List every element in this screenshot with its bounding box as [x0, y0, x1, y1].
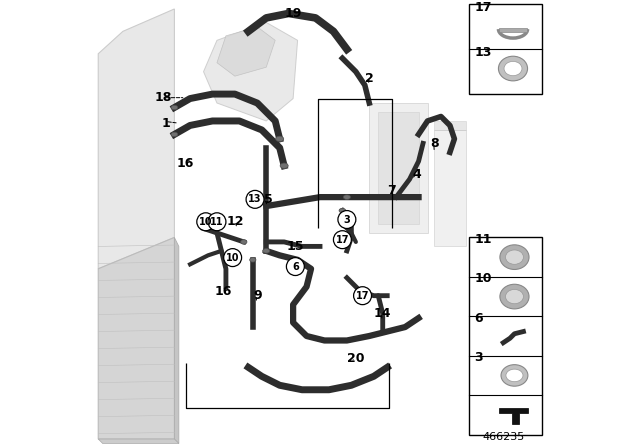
Text: 10: 10 — [199, 217, 212, 227]
Polygon shape — [98, 439, 179, 444]
Ellipse shape — [343, 195, 351, 199]
Ellipse shape — [250, 258, 256, 262]
Ellipse shape — [506, 250, 524, 264]
Text: 18: 18 — [154, 91, 172, 104]
Text: 3: 3 — [474, 351, 483, 364]
Text: 16: 16 — [215, 284, 232, 298]
Ellipse shape — [276, 136, 284, 142]
Polygon shape — [378, 112, 419, 224]
Polygon shape — [435, 130, 465, 246]
Ellipse shape — [339, 208, 346, 213]
Text: 14: 14 — [374, 307, 392, 320]
Polygon shape — [435, 121, 465, 130]
Text: 1: 1 — [161, 116, 170, 130]
Text: 10: 10 — [226, 253, 239, 263]
Polygon shape — [98, 237, 174, 439]
Text: 4: 4 — [412, 168, 420, 181]
Text: 9: 9 — [253, 289, 262, 302]
Ellipse shape — [499, 56, 527, 81]
Ellipse shape — [501, 365, 528, 386]
Circle shape — [338, 211, 356, 228]
Text: 13: 13 — [474, 46, 492, 59]
Bar — [469, 4, 542, 94]
Text: 466235: 466235 — [483, 432, 525, 442]
Text: 12: 12 — [226, 215, 244, 228]
Bar — [499, 28, 527, 32]
Text: 7: 7 — [387, 184, 396, 197]
Text: 17: 17 — [356, 291, 369, 301]
Text: 17: 17 — [474, 1, 492, 14]
Polygon shape — [204, 22, 298, 121]
Polygon shape — [369, 103, 428, 233]
Text: 17: 17 — [335, 235, 349, 245]
Text: 11: 11 — [210, 217, 224, 227]
Text: 15: 15 — [287, 240, 304, 253]
Text: 20: 20 — [347, 352, 365, 365]
Text: 8: 8 — [430, 137, 438, 150]
Ellipse shape — [500, 245, 529, 269]
Text: 6: 6 — [474, 312, 483, 325]
Bar — [469, 237, 542, 435]
Circle shape — [246, 190, 264, 208]
Ellipse shape — [241, 240, 247, 244]
Ellipse shape — [171, 105, 178, 110]
Polygon shape — [98, 9, 174, 269]
Polygon shape — [217, 27, 275, 76]
Text: 6: 6 — [292, 262, 299, 271]
Circle shape — [333, 231, 351, 249]
Text: 10: 10 — [474, 272, 492, 285]
Circle shape — [196, 213, 215, 231]
Text: 5: 5 — [264, 193, 273, 206]
Ellipse shape — [504, 61, 522, 76]
Text: 2: 2 — [365, 72, 374, 85]
Text: 19: 19 — [284, 7, 302, 20]
Ellipse shape — [500, 284, 529, 309]
Text: 16: 16 — [177, 157, 195, 170]
Ellipse shape — [506, 369, 523, 382]
Ellipse shape — [262, 249, 270, 253]
Text: 13: 13 — [248, 194, 262, 204]
Text: 3: 3 — [344, 215, 350, 224]
Ellipse shape — [280, 163, 288, 168]
Circle shape — [223, 249, 241, 267]
Circle shape — [353, 287, 371, 305]
Circle shape — [208, 213, 226, 231]
Polygon shape — [499, 408, 528, 424]
Circle shape — [287, 258, 305, 276]
Ellipse shape — [171, 132, 178, 137]
Text: 11: 11 — [474, 233, 492, 246]
Ellipse shape — [506, 289, 524, 304]
Polygon shape — [174, 237, 179, 444]
